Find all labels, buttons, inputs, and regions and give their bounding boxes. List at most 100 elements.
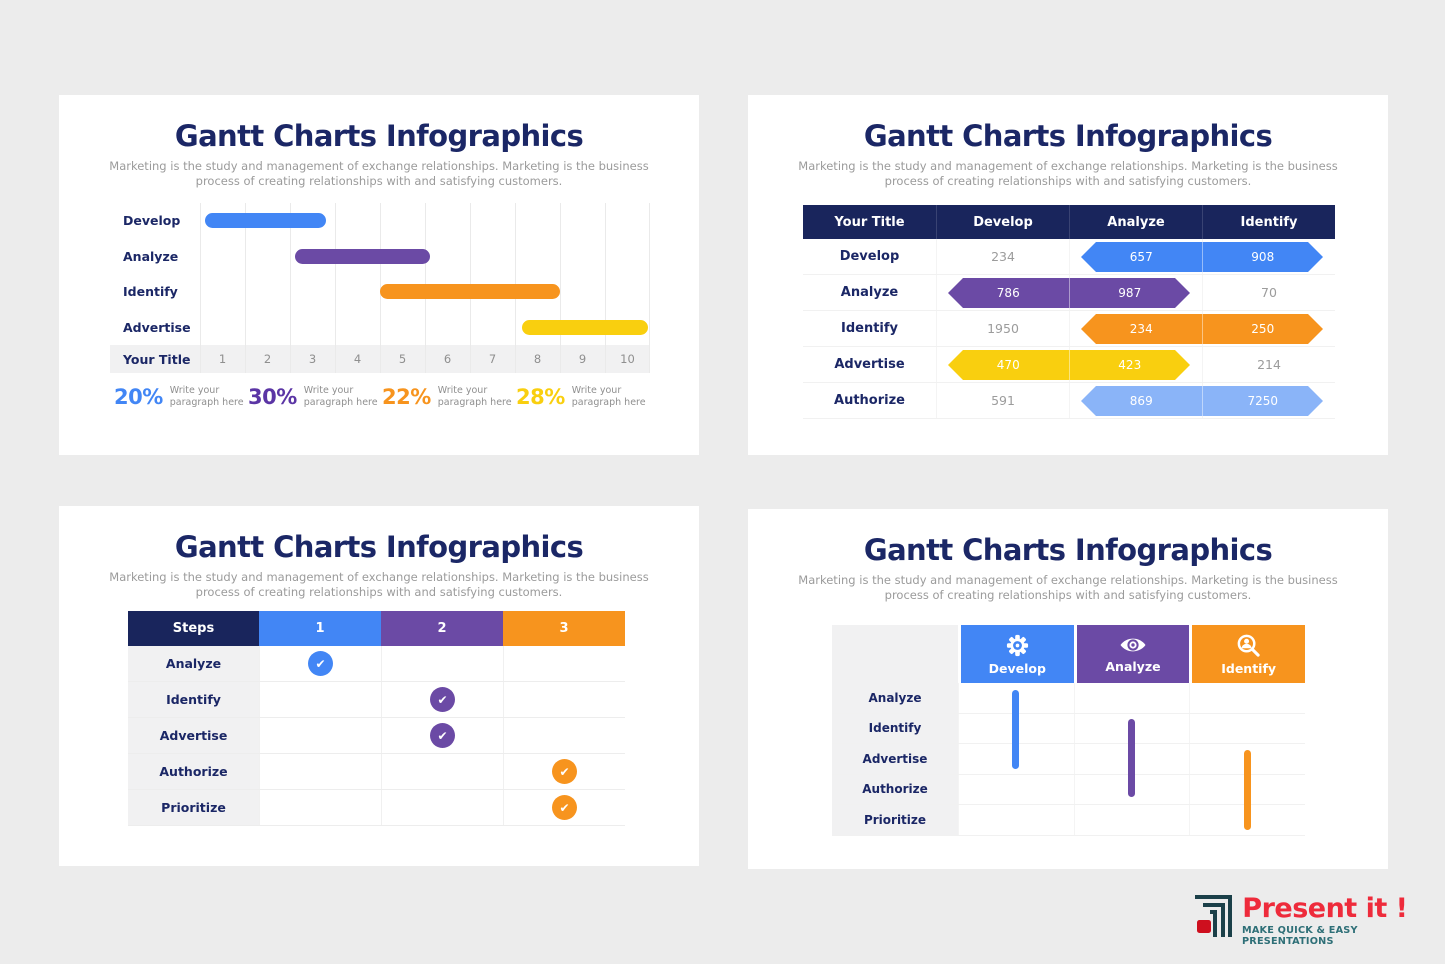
table-cell (958, 713, 1074, 743)
row-label: Develop (839, 249, 900, 264)
table-row: Advertise (832, 744, 1305, 775)
axis-tick: 6 (443, 352, 452, 366)
arrow-table: Your Title Develop Analyze Identify Develop… (803, 205, 1335, 419)
table-cell (381, 754, 503, 789)
row-label: Prioritize (128, 790, 259, 825)
person-search-icon (1237, 634, 1260, 657)
table-row: Authorize ✔ (128, 754, 625, 790)
table-cell (1189, 744, 1305, 774)
column-header: Develop (936, 205, 1069, 239)
column-gantt-bar (1128, 718, 1135, 798)
table-header: Steps 1 2 3 (128, 611, 625, 646)
table-cell (259, 754, 381, 789)
table-cell (503, 682, 625, 717)
stat-value: 22% (382, 385, 431, 410)
table-cell: ✔ (381, 718, 503, 753)
check-badge: ✔ (430, 687, 455, 712)
check-badge: ✔ (552, 795, 577, 820)
brand-logo-text: Present it ! MAKE QUICK & EASY PRESENTAT… (1242, 895, 1445, 947)
logo-bracket (1210, 910, 1218, 937)
column-header: 3 (503, 611, 625, 646)
row-label: Analyze (840, 285, 899, 300)
axis-title: Your Title (123, 351, 191, 367)
page-title: Gantt Charts Infographics (174, 119, 584, 153)
brand-logo: Present it ! MAKE QUICK & EASY PRESENTAT… (1195, 895, 1445, 947)
page-title: Gantt Charts Infographics (863, 119, 1273, 153)
table-body: Analyze ✔ Identify ✔ Advertise ✔ Authorize ✔ Pri… (128, 646, 625, 826)
arrow-value: 657 (1129, 250, 1153, 264)
panel-column-gantt-table: Gantt Charts Infographics Marketing is t… (748, 509, 1388, 869)
row-label: Analyze (128, 646, 259, 681)
column-header: Your Title (834, 214, 905, 230)
table-cell (1073, 805, 1190, 835)
arrow-bar: 470 423 (948, 350, 1190, 380)
column-header-label: Identify (1221, 660, 1277, 676)
column-header: Identify (1189, 625, 1305, 683)
gantt-bar (380, 284, 560, 300)
table-row: Analyze 70 786 987 (803, 275, 1335, 311)
panel-gantt-bar-chart: Gantt Charts Infographics Marketing is t… (59, 95, 699, 455)
page-subtitle: Marketing is the study and management of… (798, 573, 1338, 602)
gantt-row-label: Analyze (123, 248, 179, 264)
table-cell (381, 790, 503, 825)
steps-table: Steps 1 2 3 Analyze ✔ Identify ✔ Advertise ✔ Auth… (128, 611, 625, 826)
arrow-value: 7250 (1202, 386, 1324, 416)
gantt-row-label: Develop (123, 213, 181, 229)
table-cell (1069, 383, 1202, 418)
stat-item: 30% Write your paragraph here (248, 385, 382, 410)
column-gantt-bar (1012, 689, 1020, 770)
stat-caption: Write your paragraph here (571, 385, 646, 409)
table-cell: 214 (1202, 347, 1335, 382)
row-label: Analyze (832, 683, 958, 713)
arrow-bar: 234 250 (1081, 314, 1323, 344)
table-cell: ✔ (259, 646, 381, 681)
table-row: Prioritize (832, 805, 1305, 836)
gantt-bar (521, 319, 648, 335)
table-row: Analyze ✔ (128, 646, 625, 682)
arrow-value: 869 (1129, 394, 1153, 408)
stat-caption: Write your paragraph here (437, 385, 512, 409)
axis-tick: 8 (533, 352, 542, 366)
table-cell (1189, 683, 1305, 713)
gear-icon (1006, 634, 1028, 656)
table-cell (1189, 713, 1305, 743)
panel-step-check-table: Gantt Charts Infographics Marketing is t… (59, 506, 699, 866)
table-cell: ✔ (503, 754, 625, 789)
stat-item: 28% Write your paragraph here (516, 385, 650, 410)
arrow-value: 250 (1202, 314, 1324, 344)
table-row: Advertise 214 470 423 (803, 347, 1335, 383)
table-cell (259, 718, 381, 753)
column-header: Develop (958, 625, 1074, 683)
arrow-bar: 869 7250 (1081, 386, 1323, 416)
table-cell (936, 347, 1069, 382)
table-cell: 1950 (936, 311, 1069, 346)
axis-tick: 5 (398, 352, 407, 366)
axis-tick: 10 (620, 352, 635, 366)
check-badge: ✔ (552, 759, 577, 784)
logo-accent-square (1197, 920, 1211, 933)
gantt-row-label: Identify (123, 284, 178, 300)
row-label: Advertise (834, 357, 905, 372)
stat-value: 20% (114, 385, 163, 410)
table-cell (259, 682, 381, 717)
arrow-value: 423 (1069, 350, 1191, 380)
table-row: Prioritize ✔ (128, 790, 625, 826)
brand-logo-icon (1195, 895, 1233, 937)
logo-bracket (1202, 902, 1225, 937)
column-header-label: Analyze (1105, 659, 1161, 674)
table-cell (381, 646, 503, 681)
arrow-value: 987 (1069, 278, 1191, 308)
arrow-bar: 657 908 (1081, 242, 1323, 272)
axis-tick: 9 (578, 352, 587, 366)
column-header: Identify (1202, 205, 1335, 239)
table-cell (503, 646, 625, 681)
column-header: Analyze (1073, 625, 1190, 683)
stat-value: 28% (516, 385, 565, 410)
axis-tick: 1 (218, 352, 227, 366)
row-label: Advertise (832, 744, 958, 774)
table-row: Identify (832, 713, 1305, 744)
table-cell (1189, 805, 1305, 835)
table-cell (936, 275, 1069, 310)
table-cell (503, 718, 625, 753)
table-cell (1073, 683, 1190, 713)
